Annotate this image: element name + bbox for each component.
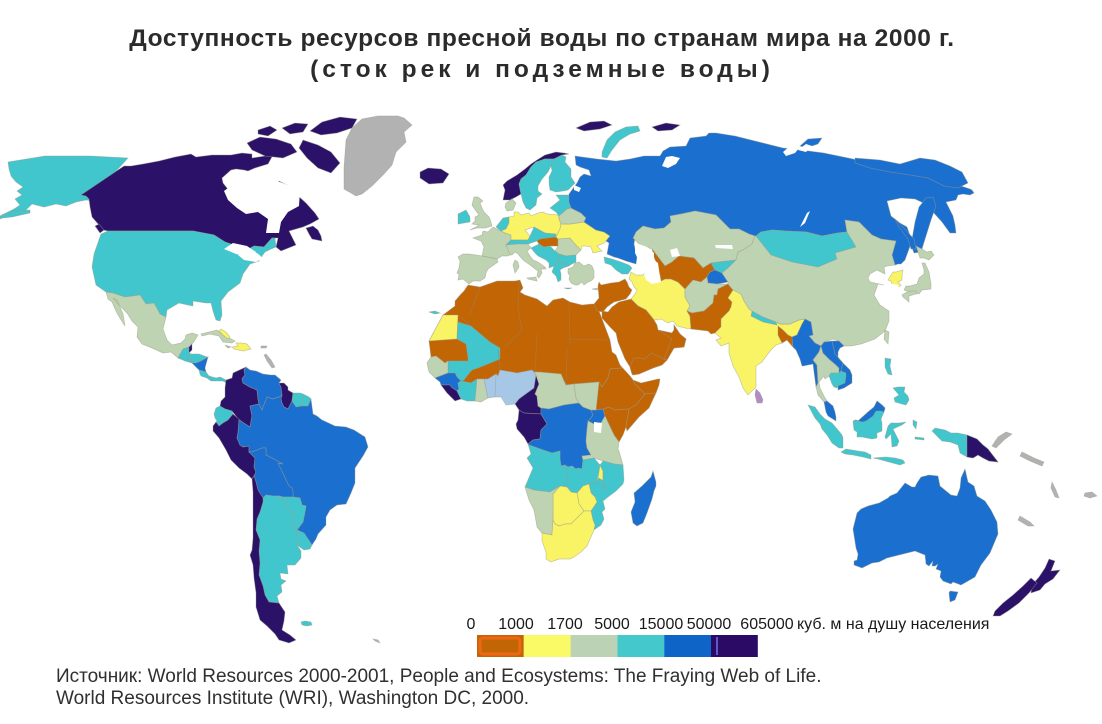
- svg-text:50000: 50000: [687, 616, 732, 633]
- svg-text:0: 0: [467, 616, 476, 633]
- svg-text:1700: 1700: [547, 616, 583, 633]
- svg-text:1000: 1000: [498, 616, 534, 633]
- svg-text:605000: 605000: [740, 616, 793, 633]
- svg-text:15000: 15000: [639, 616, 684, 633]
- svg-text:куб. м на душу населения: куб. м на душу населения: [797, 616, 989, 633]
- svg-text:5000: 5000: [594, 616, 630, 633]
